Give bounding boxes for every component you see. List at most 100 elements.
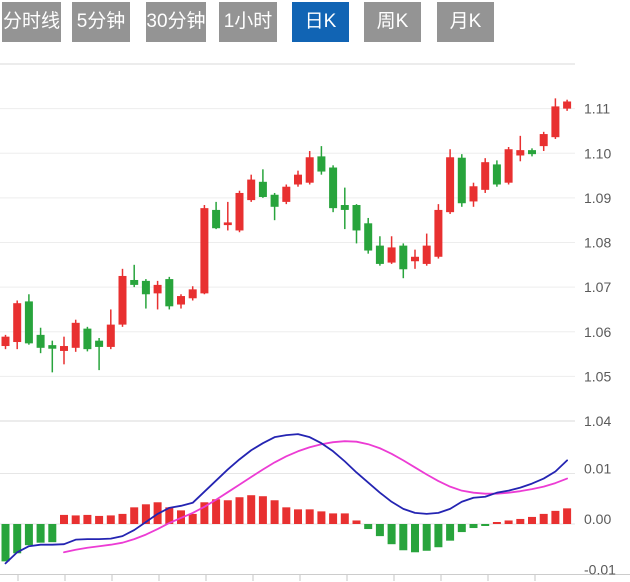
candle-up: [247, 179, 256, 201]
candle-up: [118, 275, 127, 325]
candle-down: [48, 345, 57, 349]
macd-bar-positive: [71, 515, 80, 524]
candles: [1, 98, 572, 373]
candle-up: [235, 192, 244, 231]
macd-bar-negative: [469, 524, 478, 529]
candle-up: [106, 324, 115, 347]
macd-bar-positive: [106, 515, 115, 524]
candle-up: [153, 284, 162, 294]
macd-bar-positive: [305, 509, 314, 524]
candle-down: [130, 279, 139, 285]
macd-bar-positive: [528, 516, 536, 524]
macd-bar-negative: [434, 524, 443, 548]
macd-histogram: [1, 495, 572, 562]
candle-down: [399, 245, 408, 270]
macd-bar-negative: [375, 524, 384, 537]
price-gridlines: [0, 63, 575, 422]
candle-down: [317, 156, 326, 172]
macd-bar-positive: [270, 500, 279, 524]
macd-bar-positive: [212, 499, 221, 524]
tab-30min[interactable]: 30分钟: [146, 2, 206, 42]
macd-bar-positive: [60, 514, 68, 524]
macd-bar-negative: [13, 524, 22, 554]
candle-up: [422, 245, 431, 264]
candle-up: [539, 134, 548, 147]
macd-bar-negative: [399, 524, 408, 551]
candle-up: [282, 186, 291, 202]
candle-down: [95, 340, 104, 347]
tab-5min[interactable]: 5分钟: [72, 2, 130, 42]
price-axis-label: 1.04: [584, 413, 611, 429]
macd-axis-label: -0.01: [584, 562, 616, 578]
tab-monthly-k[interactable]: 月K: [437, 2, 494, 42]
candle-down: [329, 167, 338, 209]
macd-bar-negative: [48, 524, 57, 543]
tab-1hour[interactable]: 1小时: [219, 2, 277, 42]
candle-up: [563, 101, 572, 109]
candle-up: [434, 209, 443, 257]
period-tabbar: 分时线 5分钟 30分钟 1小时 日K 周K 月K: [0, 2, 630, 42]
candle-up: [223, 222, 232, 226]
candle-up: [177, 296, 185, 305]
macd-bar-positive: [141, 504, 150, 524]
macd-bar-positive: [130, 507, 139, 524]
candle-down: [212, 209, 221, 229]
candle-up: [60, 346, 68, 351]
macd-bar-negative: [446, 524, 455, 541]
macd-bar-positive: [83, 514, 92, 524]
macd-axis-label: 0.00: [584, 511, 611, 527]
candle-down: [352, 205, 361, 231]
macd-bar-positive: [539, 513, 548, 524]
macd-bar-negative: [422, 524, 431, 551]
candle-down: [528, 150, 536, 155]
macd-bar-positive: [247, 495, 256, 524]
tab-daily-k[interactable]: 日K: [292, 2, 349, 42]
candle-up: [13, 303, 22, 343]
macd-axis-label: 0.01: [584, 461, 611, 477]
candle-down: [24, 301, 33, 344]
candle-down: [36, 334, 45, 348]
macd-bar-negative: [364, 524, 373, 530]
macd-bar-negative: [457, 524, 466, 533]
candle-down: [141, 280, 150, 295]
candle-down: [83, 328, 92, 350]
macd-bar-positive: [551, 510, 560, 524]
tab-weekly-k[interactable]: 周K: [364, 2, 421, 42]
price-axis-label: 1.05: [584, 368, 611, 384]
macd-bar-negative: [411, 524, 419, 553]
macd-bar-positive: [492, 522, 501, 524]
candle-down: [258, 181, 267, 197]
candle-up: [1, 336, 10, 347]
macd-bar-positive: [258, 496, 267, 524]
candle-up: [504, 149, 513, 183]
candle-up: [294, 174, 302, 185]
candle-up: [446, 157, 455, 213]
candle-up: [469, 186, 478, 202]
macd-bar-positive: [340, 513, 349, 524]
macd-bar-positive: [235, 497, 244, 524]
tab-intraday[interactable]: 分时线: [2, 2, 61, 42]
dif-line: [4, 433, 568, 565]
macd-bar-positive: [352, 520, 361, 524]
macd-bar-positive: [200, 502, 209, 524]
candle-up: [387, 247, 396, 263]
candle-up: [200, 208, 209, 294]
candle-up: [305, 157, 314, 183]
macd-bar-negative: [1, 524, 10, 562]
price-axis-label: 1.07: [584, 279, 611, 295]
macd-bar-positive: [563, 508, 572, 524]
macd-bar-positive: [118, 513, 127, 524]
candle-down: [340, 205, 349, 210]
candle-down: [375, 245, 384, 264]
macd-bar-positive: [165, 507, 174, 524]
macd-bar-negative: [24, 524, 33, 546]
candle-up: [551, 106, 560, 138]
macd-bar-negative: [481, 524, 490, 526]
price-axis-label: 1.11: [584, 101, 610, 117]
macd-bar-negative: [36, 524, 45, 543]
macd-gridlines: [0, 473, 630, 581]
price-axis-label: 1.09: [584, 190, 611, 206]
candle-down: [165, 279, 174, 307]
macd-bar-positive: [223, 500, 232, 524]
dea-line: [63, 440, 568, 554]
